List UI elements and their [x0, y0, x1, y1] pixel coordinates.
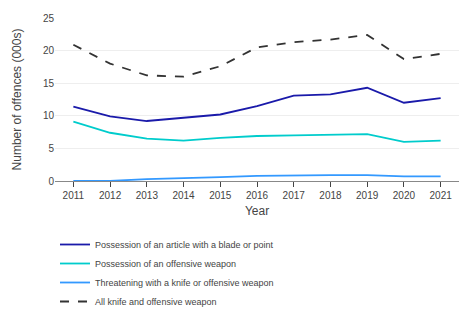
svg-text:15: 15 — [43, 78, 55, 89]
svg-text:All knife and offensive weapon: All knife and offensive weapon — [95, 297, 216, 307]
svg-text:2020: 2020 — [393, 190, 416, 201]
svg-text:5: 5 — [48, 143, 54, 154]
svg-text:25: 25 — [43, 13, 55, 24]
svg-text:Possession of an article with: Possession of an article with a blade or… — [95, 240, 274, 250]
svg-text:Possession of an offensive wea: Possession of an offensive weapon — [95, 259, 236, 269]
svg-text:Threatening with a knife or of: Threatening with a knife or offensive we… — [95, 278, 273, 288]
svg-text:20: 20 — [43, 45, 55, 56]
svg-text:2011: 2011 — [63, 190, 85, 201]
svg-text:10: 10 — [43, 110, 55, 121]
svg-text:2017: 2017 — [283, 190, 306, 201]
svg-text:0: 0 — [48, 176, 54, 187]
svg-text:2019: 2019 — [356, 190, 379, 201]
svg-text:2014: 2014 — [172, 190, 195, 201]
svg-text:2018: 2018 — [319, 190, 342, 201]
svg-text:2021: 2021 — [430, 190, 453, 201]
svg-text:2013: 2013 — [136, 190, 159, 201]
svg-text:2012: 2012 — [99, 190, 122, 201]
svg-text:2015: 2015 — [209, 190, 232, 201]
svg-text:Year: Year — [245, 204, 269, 218]
svg-text:Number of offences (000s): Number of offences (000s) — [10, 29, 24, 171]
svg-text:2016: 2016 — [246, 190, 269, 201]
